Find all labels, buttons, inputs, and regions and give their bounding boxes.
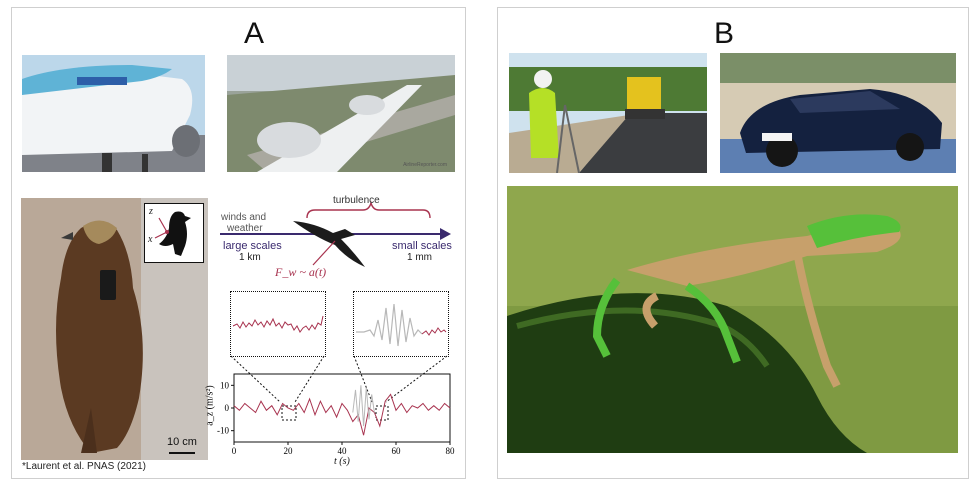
small-scales-value: 1 mm [407,252,432,263]
series-line-0 [233,393,451,436]
axis-z-label: z [149,206,153,217]
car-photo [720,53,956,173]
wing-view-photo: AirlineReporter.com [227,55,455,172]
force-pointer [312,240,336,266]
timeseries-chart: 0 20 40 60 80 10 0 -10 a_z (m/s²) t (s) [205,370,460,476]
eagle-axes-inset: z x [144,203,204,263]
x-tick-label: 40 [338,446,348,456]
scale-bar [169,452,195,454]
y-axis-label: a_z (m/s²) [204,385,216,426]
winds-label-2: weather [227,223,263,234]
turbulence-label: turbulence [333,195,380,206]
arrow-head [440,228,451,240]
y-tick-label: -10 [217,426,229,436]
y-tick-label: 10 [220,380,230,390]
citation: *Laurent et al. PNAS (2021) [22,461,146,472]
large-scales-label: large scales [223,240,282,252]
axis-x-label: x [148,234,153,245]
panel-a: A AirlineReporter.com [11,7,466,479]
winds-label-1: winds and [221,212,267,223]
turbulence-brace [306,200,431,219]
scale-diagram: winds and weather turbulence large scale… [215,193,460,288]
photo-credit: AirlineReporter.com [403,162,447,168]
panel-b: B [497,7,969,479]
x-tick-label: 0 [232,446,237,456]
x-tick-label: 80 [446,446,456,456]
x-tick-label: 20 [284,446,294,456]
zoom-box-right [375,405,389,421]
small-scales-label: small scales [392,240,452,252]
series-line-1 [352,385,375,427]
y-tick-label: 0 [225,403,230,413]
force-label: F_w ~ a(t) [275,265,327,279]
panel-b-label: B [714,17,735,50]
flying-eagle [293,221,365,267]
road-survey-photo [509,53,707,173]
zoom-right-red-signal [421,327,447,336]
zoom-box-left [281,405,297,421]
zoom-inset-left [230,291,326,357]
zoom-left-signal [232,315,324,333]
airplane-nose-photo [22,55,205,172]
large-scales-value: 1 km [239,252,261,263]
scale-bar-label: 10 cm [167,436,197,448]
x-axis-label: t (s) [334,456,350,467]
frog-photo [507,186,958,453]
eagle-photo: z x 10 cm [21,198,208,460]
panel-a-label: A [244,17,265,50]
x-tick-label: 60 [392,446,402,456]
zoom-inset-right [353,291,449,357]
zoom-right-gray-signal [356,303,423,347]
